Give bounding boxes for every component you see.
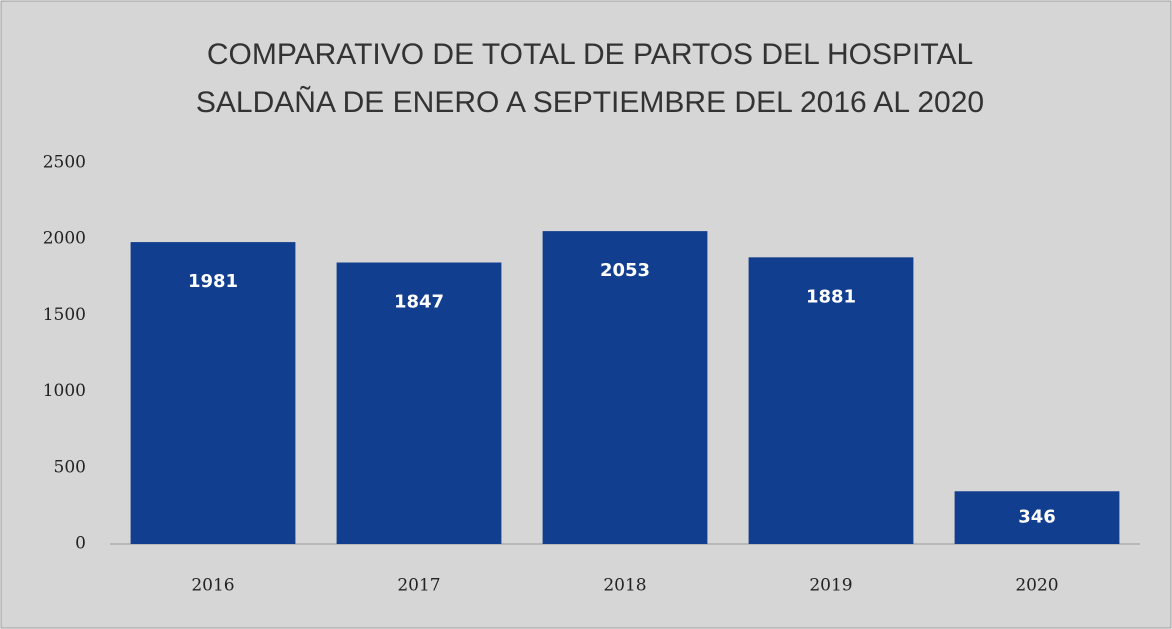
- x-tick-label: 2017: [397, 576, 440, 596]
- y-tick-label: 0: [75, 534, 86, 554]
- y-tick-label: 2500: [43, 153, 86, 173]
- bar: [336, 262, 502, 544]
- x-tick-label: 2018: [603, 576, 646, 596]
- data-label: 2053: [600, 260, 650, 281]
- data-label: 346: [1018, 507, 1056, 528]
- y-tick-label: 1500: [43, 305, 86, 325]
- x-tick-label: 2019: [809, 576, 852, 596]
- chart-title: SALDAÑA DE ENERO A SEPTIEMBRE DEL 2016 A…: [196, 85, 984, 119]
- y-tick-label: 2000: [43, 229, 86, 249]
- x-tick-label: 2020: [1015, 576, 1058, 596]
- data-label: 1981: [188, 271, 238, 292]
- data-label: 1881: [806, 286, 856, 307]
- chart-title: COMPARATIVO DE TOTAL DE PARTOS DEL HOSPI…: [207, 38, 973, 71]
- bar: [130, 242, 296, 545]
- bar: [748, 257, 914, 544]
- bar: [542, 231, 708, 544]
- y-tick-label: 1000: [43, 381, 86, 401]
- x-tick-label: 2016: [191, 576, 234, 596]
- y-tick-label: 500: [54, 457, 86, 477]
- data-label: 1847: [394, 292, 444, 313]
- bar: [954, 491, 1120, 544]
